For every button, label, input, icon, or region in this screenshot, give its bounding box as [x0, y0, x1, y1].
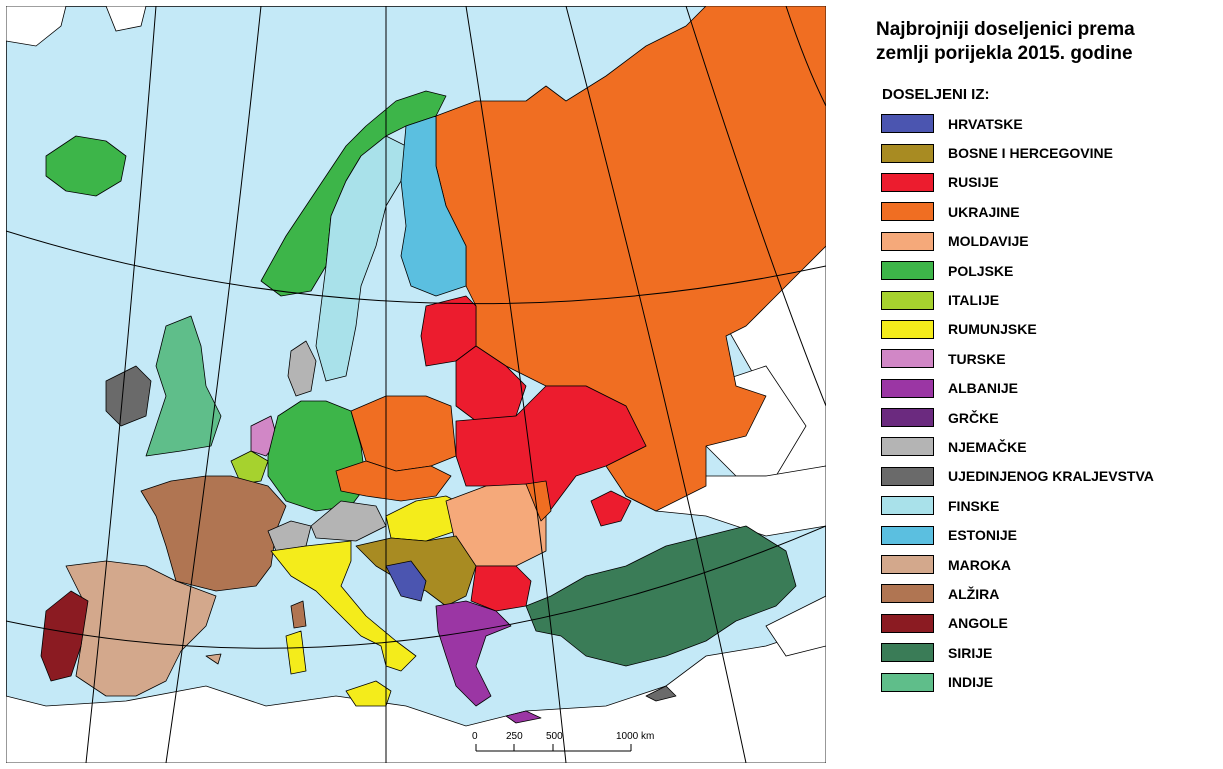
region-switzerland [267, 520, 312, 552]
legend-swatch [881, 202, 934, 222]
legend-item: UJEDINJENOG KRALJEVSTVA [881, 462, 1216, 491]
region-balearics [205, 653, 222, 665]
region-bosnia [385, 560, 427, 602]
legend-item: ALBANIJE [881, 374, 1216, 403]
region-cyprus [645, 685, 677, 702]
region-ukraine [455, 385, 647, 517]
legend-swatch [881, 378, 934, 398]
legend-item: INDIJE [881, 667, 1216, 696]
region-balkans-south [435, 600, 512, 707]
legend-item: UKRAJINE [881, 197, 1216, 226]
region-crimea [590, 490, 632, 527]
legend-swatch [881, 466, 934, 486]
legend-swatch [881, 408, 934, 428]
legend-swatch [881, 349, 934, 369]
region-belarus [455, 345, 527, 422]
legend-label: GRČKE [948, 409, 999, 426]
legend-label: RUMUNJSKE [948, 321, 1037, 338]
region-portugal [40, 590, 89, 682]
region-turkey [525, 525, 797, 667]
region-poland [350, 395, 457, 472]
legend-items: HRVATSKE BOSNE I HERCEGOVINE RUSIJE UKRA… [876, 109, 1216, 697]
legend-label: FINSKE [948, 497, 1000, 514]
legend-title-line-1: Najbrojniji doseljenici prema [876, 19, 1135, 40]
legend-label: BOSNE I HERCEGOVINE [948, 145, 1113, 162]
legend-swatch [881, 319, 934, 339]
europe-map: 0 250 500 1000 km [6, 6, 826, 763]
legend-item: MOLDAVIJE [881, 227, 1216, 256]
legend-item: SIRIJE [881, 638, 1216, 667]
legend-item: ANGOLE [881, 609, 1216, 638]
region-moldova [525, 480, 552, 522]
legend-item: ESTONIJE [881, 520, 1216, 549]
legend-swatch [881, 437, 934, 457]
legend-swatch [881, 613, 934, 633]
region-sweden [315, 135, 407, 382]
region-great-britain [145, 315, 222, 457]
legend-label: NJEMAČKE [948, 438, 1027, 455]
legend-item: MAROKA [881, 550, 1216, 579]
legend-item: HRVATSKE [881, 109, 1216, 138]
legend-swatch [881, 172, 934, 192]
legend-item: BOSNE I HERCEGOVINE [881, 138, 1216, 167]
legend-label: MAROKA [948, 556, 1011, 573]
legend-label: ITALIJE [948, 292, 1000, 309]
legend-label: HRVATSKE [948, 115, 1023, 132]
legend-swatch [881, 496, 934, 516]
legend-label: MOLDAVIJE [948, 233, 1029, 250]
graticule [6, 6, 826, 763]
legend-swatch [881, 584, 934, 604]
scale-bar: 0 250 500 1000 km [472, 731, 654, 752]
legend-swatch [881, 643, 934, 663]
legend-subheading: DOSELJENI IZ: [882, 86, 990, 103]
legend-item: TURSKE [881, 344, 1216, 373]
legend-swatch [881, 290, 934, 310]
region-crete [505, 710, 542, 724]
scale-tick-250: 250 [506, 731, 523, 742]
legend-label: TURSKE [948, 350, 1006, 367]
legend-item: RUMUNJSKE [881, 315, 1216, 344]
region-france [140, 475, 287, 592]
legend-swatch [881, 114, 934, 134]
region-italy [270, 540, 417, 672]
legend-title-line-2: zemlji porijekla 2015. godine [876, 43, 1133, 64]
legend-label: RUSIJE [948, 174, 999, 191]
scale-tick-1000km: 1000 km [616, 731, 654, 742]
region-germany [267, 400, 367, 512]
legend-label: SIRIJE [948, 644, 993, 661]
legend-item: ALŽIRA [881, 579, 1216, 608]
legend-item: POLJSKE [881, 256, 1216, 285]
region-czechia [335, 460, 452, 502]
legend-label: UJEDINJENOG KRALJEVSTVA [948, 468, 1154, 485]
legend-item: RUSIJE [881, 168, 1216, 197]
region-sardinia [285, 630, 307, 675]
legend-label: UKRAJINE [948, 203, 1020, 220]
legend-label: ALBANIJE [948, 380, 1019, 397]
scale-tick-0: 0 [472, 731, 478, 742]
scale-tick-500: 500 [546, 731, 563, 742]
legend-label: POLJSKE [948, 262, 1014, 279]
region-sicily [345, 680, 392, 707]
legend-swatch [881, 672, 934, 692]
legend-item: FINSKE [881, 491, 1216, 520]
region-finland [400, 115, 467, 297]
legend-swatch [881, 525, 934, 545]
legend-label: INDIJE [948, 674, 994, 691]
region-bulgaria [470, 565, 532, 612]
legend-label: ALŽIRA [948, 585, 1000, 602]
legend-swatch [881, 143, 934, 163]
legend-item: NJEMAČKE [881, 432, 1216, 461]
legend-item: GRČKE [881, 403, 1216, 432]
region-iceland [45, 135, 127, 197]
legend-swatch [881, 231, 934, 251]
legend-label: ESTONIJE [948, 527, 1017, 544]
legend-label: ANGOLE [948, 615, 1008, 632]
legend-swatch [881, 555, 934, 575]
legend: Najbrojniji doseljenici prema zemlji por… [876, 18, 1216, 697]
region-denmark [287, 340, 317, 397]
region-corsica [290, 600, 307, 629]
legend-swatch [881, 261, 934, 281]
legend-item: ITALIJE [881, 285, 1216, 314]
region-ireland [105, 365, 152, 427]
